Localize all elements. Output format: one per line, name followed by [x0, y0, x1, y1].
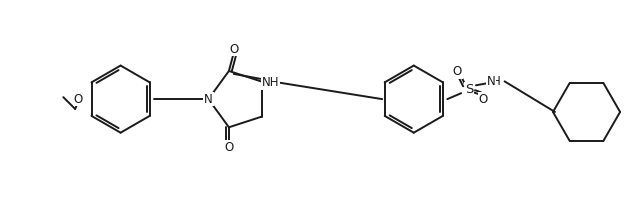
Text: N: N [486, 75, 495, 88]
Text: O: O [74, 93, 83, 106]
Text: O: O [224, 141, 233, 154]
Text: O: O [229, 43, 238, 56]
Text: S: S [465, 83, 473, 96]
Text: O: O [452, 65, 462, 78]
Text: H: H [492, 75, 501, 88]
Text: O: O [478, 93, 488, 106]
Text: N: N [204, 93, 213, 106]
Text: NH: NH [261, 76, 279, 89]
